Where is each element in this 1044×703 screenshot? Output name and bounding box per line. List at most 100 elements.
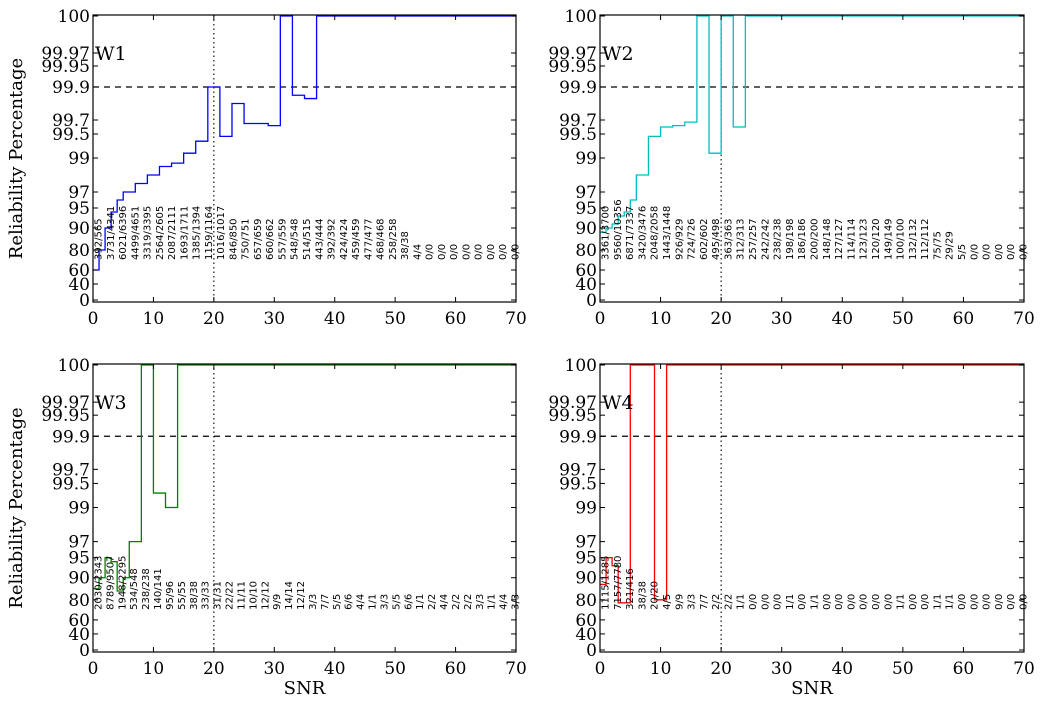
series-line <box>93 15 516 271</box>
y-tick-label: 97 <box>68 183 90 203</box>
count-label: 4499/4651 <box>130 206 141 260</box>
y-tick-label: 100 <box>565 7 597 27</box>
count-label: 0/0 <box>797 594 808 610</box>
x-tick-label: 0 <box>88 659 99 679</box>
y-tick-label: 100 <box>565 356 597 376</box>
count-label: 0/0 <box>982 594 993 610</box>
count-label: 55/55 <box>177 581 188 610</box>
count-label: 198/198 <box>785 218 796 260</box>
count-label: 0/0 <box>1006 594 1017 610</box>
count-label: 31/31 <box>213 581 224 610</box>
count-label: 7/7 <box>699 594 710 610</box>
count-label: 3/3 <box>308 594 319 610</box>
count-label: 1159/1164 <box>204 206 215 260</box>
count-label: 2/2 <box>723 594 734 610</box>
count-label: 6/6 <box>344 594 355 610</box>
count-label: 127/127 <box>834 218 845 260</box>
count-label: 0/0 <box>846 594 857 610</box>
x-tick-label: 0 <box>88 309 99 329</box>
y-tick-label: 99.9 <box>559 78 597 98</box>
panel-title: W4 <box>602 392 634 414</box>
count-label: 1/1 <box>810 594 821 610</box>
chart-panel-w4: 1115/1285 7157/7780 321/416 38/38 20/20 4/5 9/… <box>548 356 1034 699</box>
count-label: 1/1 <box>785 594 796 610</box>
x-tick-label: 60 <box>953 309 975 329</box>
count-label: 7157/7780 <box>613 556 624 610</box>
count-label: 2/2 <box>451 594 462 610</box>
count-label: 12/12 <box>296 581 307 610</box>
count-label: 9/9 <box>674 594 685 610</box>
y-tick-label: 40 <box>68 275 90 295</box>
y-tick-label: 99.5 <box>52 474 90 494</box>
count-label: 3361/3700 <box>601 206 612 260</box>
y-tick-label: 99.7 <box>52 111 90 131</box>
count-label: 495/498 <box>711 218 722 260</box>
count-label: 0/0 <box>449 244 460 260</box>
y-tick-label: 99.9 <box>52 78 90 98</box>
count-label: 6/6 <box>403 594 414 610</box>
count-label: 132/132 <box>908 218 919 260</box>
count-label: 1016/1017 <box>216 206 227 260</box>
y-tick-label: 99.5 <box>559 125 597 145</box>
x-tick-label: 10 <box>650 659 672 679</box>
y-tick-label: 99.7 <box>559 111 597 131</box>
series-line <box>600 364 1024 604</box>
y-tick-label: 99.7 <box>52 460 90 480</box>
x-tick-label: 70 <box>1013 309 1035 329</box>
count-label: 1693/1711 <box>179 206 190 260</box>
count-label: 2/2 <box>427 594 438 610</box>
count-label: 534/548 <box>129 568 140 610</box>
count-label: 3319/3395 <box>143 206 154 260</box>
x-tick-label: 10 <box>143 309 165 329</box>
count-label: 14/14 <box>284 581 295 610</box>
count-label: 20/20 <box>650 581 661 610</box>
y-tick-label: 95 <box>68 199 90 219</box>
count-label: 459/459 <box>351 218 362 260</box>
y-tick-label: 99.9 <box>559 427 597 447</box>
x-tick-label: 10 <box>143 659 165 679</box>
count-label: 846/850 <box>228 218 239 260</box>
count-label: 0/0 <box>920 594 931 610</box>
count-label: 3731/4341 <box>106 206 117 260</box>
y-tick-label: 99.97 <box>548 44 597 64</box>
count-label: 5/5 <box>391 594 402 610</box>
x-tick-label: 40 <box>831 659 853 679</box>
series-line <box>93 364 516 592</box>
count-label: 4/4 <box>439 594 450 610</box>
count-label: 22/22 <box>225 581 236 610</box>
y-tick-label: 99 <box>575 498 597 518</box>
count-label: 1/1 <box>896 594 907 610</box>
y-tick-label: 60 <box>575 611 597 631</box>
count-label: 0/0 <box>748 594 759 610</box>
count-label: 2/2 <box>463 594 474 610</box>
count-label: 657/659 <box>253 218 264 260</box>
panel-title: W3 <box>95 392 127 414</box>
x-tick-label: 30 <box>771 309 793 329</box>
count-label: 2048/2058 <box>650 206 661 260</box>
count-label: 0/0 <box>486 244 497 260</box>
x-tick-label: 0 <box>595 659 606 679</box>
y-tick-label: 90 <box>68 569 90 589</box>
count-label: 238/238 <box>141 568 152 610</box>
y-axis-title: Reliability Percentage <box>6 58 27 259</box>
count-label: 2/2 <box>711 594 722 610</box>
x-tick-label: 50 <box>892 659 914 679</box>
count-label: 0/0 <box>834 594 845 610</box>
count-label: 200/200 <box>810 218 821 260</box>
count-label: 6021/6396 <box>118 206 129 260</box>
x-tick-label: 20 <box>710 659 732 679</box>
count-label: 1/1 <box>945 594 956 610</box>
count-label: 33/33 <box>201 581 212 610</box>
count-label: 312/313 <box>736 218 747 260</box>
count-label: 3420/3476 <box>637 206 648 260</box>
x-tick-label: 50 <box>892 309 914 329</box>
count-label: 0/0 <box>982 244 993 260</box>
y-tick-label: 40 <box>68 625 90 645</box>
count-label: 4/4 <box>412 244 423 260</box>
y-tick-label: 0 <box>79 641 90 661</box>
count-label: 5/5 <box>957 244 968 260</box>
count-label: 0/0 <box>969 594 980 610</box>
count-label: 238/238 <box>773 218 784 260</box>
y-tick-label: 99 <box>68 149 90 169</box>
